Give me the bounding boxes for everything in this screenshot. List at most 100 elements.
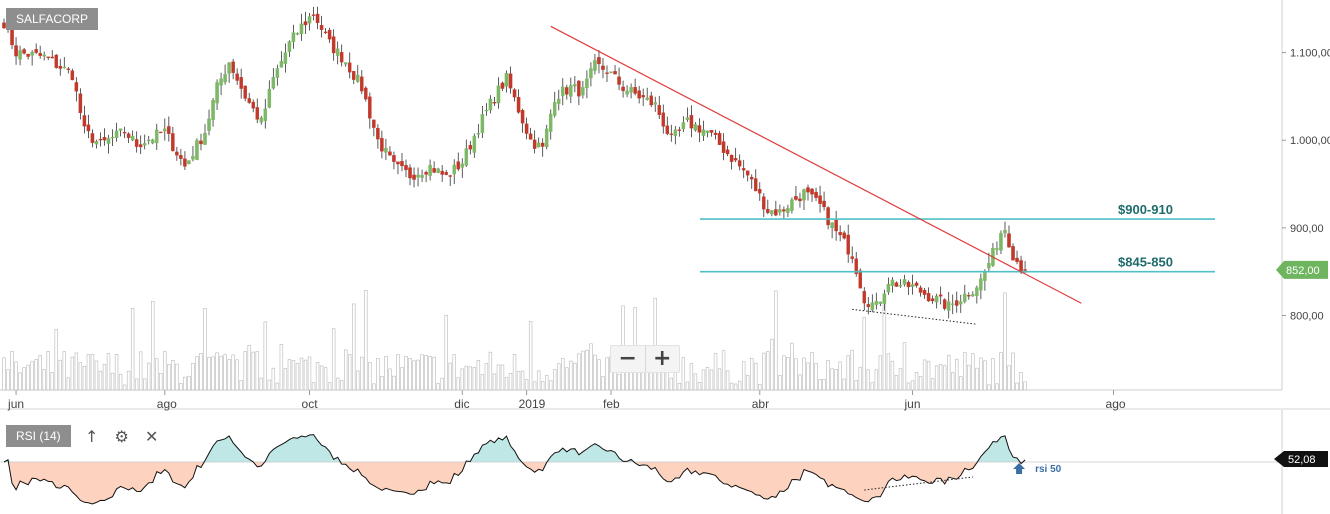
candle-body (673, 129, 678, 136)
candle-body (665, 125, 670, 134)
rsi-plot (0, 434, 1282, 505)
zoom-out-button[interactable]: − (618, 346, 637, 371)
rsi-overbought-fill (4, 434, 1026, 462)
candle (874, 292, 879, 310)
volume-bar (693, 373, 698, 391)
candle-body (203, 132, 207, 145)
volume-bar (159, 373, 163, 391)
gear-icon[interactable]: ⚙ (114, 426, 129, 446)
volume-bar (581, 350, 585, 391)
candle-body (850, 256, 854, 259)
candle-body (215, 82, 219, 104)
zoom-in-button[interactable]: + (644, 346, 680, 372)
candle-body (472, 135, 477, 153)
volume-bar (327, 382, 332, 391)
candle (46, 56, 50, 61)
candle (854, 251, 858, 277)
volume-bar (251, 351, 255, 391)
candle-body (187, 160, 191, 165)
candle-body (685, 117, 690, 120)
candle (179, 148, 183, 166)
candle (243, 85, 247, 102)
candle (384, 138, 388, 161)
candle (653, 96, 657, 112)
candle (621, 80, 625, 98)
candle (593, 53, 597, 75)
candle (822, 191, 826, 211)
candle-body (436, 168, 440, 173)
candle (625, 85, 629, 98)
candle (175, 146, 179, 161)
candle (408, 164, 412, 186)
candle (641, 88, 645, 106)
candle-body (577, 80, 581, 97)
candle (705, 130, 710, 138)
candle-body (235, 73, 239, 81)
candle (183, 151, 187, 170)
candle (661, 104, 666, 134)
candle-body (58, 65, 63, 69)
candle-body (223, 74, 227, 83)
candle (203, 124, 207, 145)
candle (524, 117, 529, 140)
volume-bar (762, 352, 766, 391)
candle (842, 230, 846, 240)
volume-bar (22, 367, 26, 391)
volume-bar (504, 377, 509, 391)
candle (995, 241, 999, 255)
candle (500, 81, 505, 92)
rsi-50-label: rsi 50 (1035, 464, 1062, 475)
candle-body (118, 128, 123, 131)
volume-bar (392, 375, 396, 391)
candle-body (946, 301, 951, 311)
volume-bar (770, 338, 774, 391)
volume-bar (701, 369, 706, 391)
candle-body (544, 128, 549, 148)
y-tick-label: 800,00 (1290, 311, 1324, 323)
candle-body (255, 107, 260, 120)
candle (1003, 221, 1007, 238)
close-icon[interactable]: ✕ (144, 426, 159, 446)
candle (918, 285, 923, 297)
x-tick-label: abr (752, 397, 769, 411)
candle (444, 170, 448, 176)
candle (347, 52, 352, 79)
candle (223, 64, 227, 85)
candle (512, 88, 517, 102)
volume-bar (331, 328, 336, 391)
candle-body (400, 161, 404, 167)
candle (717, 130, 722, 145)
candle-body (396, 161, 400, 165)
x-tick-label: feb (603, 397, 620, 411)
candle-body (625, 90, 629, 95)
candle (585, 70, 589, 99)
volume-bar (733, 383, 738, 391)
volume-bar (400, 367, 404, 391)
candle-body (339, 52, 344, 63)
rsi-indicator-badge[interactable]: RSI (14) (6, 425, 71, 447)
volume-bar (577, 353, 581, 391)
volume-bar (183, 376, 187, 391)
volume-bar (987, 384, 991, 391)
candle (82, 105, 87, 134)
candle-body (834, 219, 838, 232)
candle (737, 154, 742, 171)
volume-bar (854, 380, 858, 391)
candle-body (641, 95, 645, 98)
candle (810, 187, 814, 202)
candle-body (818, 195, 822, 204)
candle-body (171, 133, 175, 152)
candle-body (424, 171, 428, 175)
candle (2, 18, 6, 29)
candle (786, 204, 790, 217)
candle-body (70, 70, 75, 81)
arrow-up-icon[interactable]: ↑ (84, 426, 99, 446)
candle (697, 118, 702, 143)
volume-bar (737, 380, 742, 391)
candle (376, 124, 380, 149)
volume-bar (70, 356, 75, 391)
volume-bar (705, 367, 710, 391)
volume-bar (782, 355, 786, 391)
candle (311, 7, 316, 21)
